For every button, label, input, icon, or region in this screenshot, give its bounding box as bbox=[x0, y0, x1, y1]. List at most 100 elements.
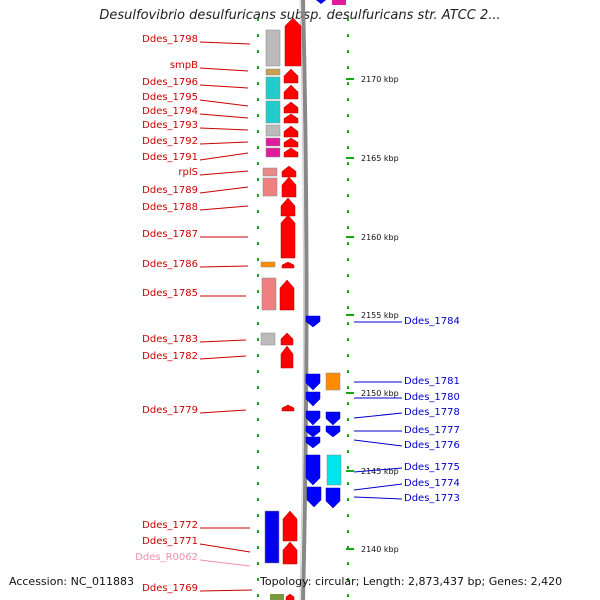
forward-cds-arrow bbox=[280, 197, 296, 217]
feature-box bbox=[265, 68, 281, 76]
genome-backbone bbox=[301, 0, 309, 600]
forward-gene-label: Ddes_1795 bbox=[142, 92, 198, 103]
reverse-gene-label: Ddes_1781 bbox=[404, 376, 460, 387]
label-leader-line bbox=[199, 127, 249, 131]
reverse-cds-arrow bbox=[305, 425, 321, 438]
forward-gene-label: Ddes_1779 bbox=[142, 405, 198, 416]
reverse-gene-label: Ddes_1777 bbox=[404, 425, 460, 436]
feature-box bbox=[260, 332, 276, 346]
label-leader-line bbox=[199, 355, 247, 360]
forward-cds-arrow bbox=[283, 84, 299, 100]
forward-cds-arrow bbox=[280, 214, 296, 259]
scale-label: 2170 kbp bbox=[361, 75, 399, 84]
forward-cds-arrow bbox=[281, 261, 295, 269]
forward-cds-arrow bbox=[284, 17, 302, 67]
forward-gene-label: Ddes_1793 bbox=[142, 120, 198, 131]
forward-cds-arrow bbox=[281, 176, 297, 198]
label-leader-line bbox=[199, 186, 249, 194]
forward-gene-label: Ddes_1786 bbox=[142, 259, 198, 270]
reverse-gene-label: Ddes_1778 bbox=[404, 407, 460, 418]
accession-text: Accession: NC_011883 bbox=[9, 575, 135, 588]
feature-box bbox=[265, 76, 281, 100]
forward-cds-arrow bbox=[280, 345, 294, 369]
scale-label: 2145 kbp bbox=[361, 467, 399, 476]
feature-box bbox=[265, 147, 281, 158]
forward-cds-arrow bbox=[283, 137, 299, 148]
forward-cds-arrow bbox=[283, 101, 299, 114]
label-leader-line bbox=[199, 67, 249, 72]
forward-gene-label: Ddes_1783 bbox=[142, 334, 198, 345]
forward-gene-label: Ddes_1792 bbox=[142, 136, 198, 147]
reverse-cds-arrow bbox=[305, 436, 321, 449]
label-leader-line bbox=[353, 467, 403, 473]
label-leader-line bbox=[199, 113, 249, 119]
feature-box bbox=[325, 372, 341, 391]
forward-gene-label: Ddes_1788 bbox=[142, 202, 198, 213]
reverse-gene-label: Ddes_1773 bbox=[404, 493, 460, 504]
reverse-cds-arrow bbox=[325, 425, 341, 438]
label-leader-line bbox=[353, 439, 403, 447]
label-leader-line bbox=[353, 412, 403, 419]
forward-gene-label: Ddes_1782 bbox=[142, 351, 198, 362]
forward-cds-arrow bbox=[283, 125, 299, 138]
reverse-cds-arrow bbox=[306, 486, 322, 508]
forward-gene-label: Ddes_1794 bbox=[142, 106, 198, 117]
forward-gene-label: Ddes_1769 bbox=[142, 583, 198, 594]
reverse-cds-arrow bbox=[305, 454, 321, 486]
feature-box bbox=[270, 594, 284, 600]
scale-label: 2150 kbp bbox=[361, 389, 399, 398]
forward-gene-label: Ddes_1791 bbox=[142, 152, 198, 163]
forward-cds-arrow bbox=[283, 147, 299, 158]
forward-cds-arrow bbox=[281, 404, 295, 412]
label-leader-line bbox=[199, 339, 247, 343]
reverse-cds-arrow bbox=[316, 0, 326, 4]
forward-cds-arrow bbox=[283, 68, 299, 84]
reverse-gene-label: Ddes_1780 bbox=[404, 392, 460, 403]
forward-gene-label: Ddes_1796 bbox=[142, 77, 198, 88]
label-leader-line bbox=[199, 84, 249, 89]
forward-cds-arrow bbox=[280, 332, 294, 346]
label-leader-line bbox=[353, 496, 403, 500]
label-leader-line bbox=[353, 483, 403, 491]
forward-cds-arrow bbox=[283, 113, 299, 124]
forward-cds-arrow bbox=[282, 541, 298, 565]
feature-box bbox=[262, 177, 278, 197]
reverse-cds-arrow bbox=[305, 315, 321, 328]
feature-box bbox=[265, 124, 281, 137]
scale-label: 2155 kbp bbox=[361, 311, 399, 320]
forward-gene-label: smpB bbox=[170, 60, 198, 71]
forward-gene-label: Ddes_1772 bbox=[142, 520, 198, 531]
reverse-cds-arrow bbox=[305, 373, 321, 391]
label-leader-line bbox=[199, 152, 249, 161]
feature-box bbox=[262, 167, 278, 177]
feature-box bbox=[326, 454, 342, 486]
label-leader-line bbox=[199, 559, 251, 567]
feature-box bbox=[265, 29, 281, 67]
forward-gene-label: Ddes_1798 bbox=[142, 34, 198, 45]
feature-box bbox=[332, 0, 346, 5]
scale-label: 2140 kbp bbox=[361, 545, 399, 554]
label-leader-line bbox=[199, 205, 249, 211]
forward-gene-label: Ddes_1771 bbox=[142, 536, 198, 547]
reverse-cds-arrow bbox=[325, 411, 341, 426]
label-leader-line bbox=[199, 99, 249, 107]
feature-box bbox=[265, 100, 281, 124]
forward-cds-arrow bbox=[281, 165, 297, 178]
label-leader-line bbox=[199, 589, 253, 592]
label-leader-line bbox=[199, 409, 247, 414]
label-leader-line bbox=[199, 543, 251, 553]
feature-box bbox=[264, 510, 280, 564]
reverse-gene-label: Ddes_1776 bbox=[404, 440, 460, 451]
feature-box bbox=[265, 137, 281, 147]
scale-label: 2160 kbp bbox=[361, 233, 399, 242]
forward-cds-arrow bbox=[279, 279, 295, 311]
forward-gene-label: Ddes_1785 bbox=[142, 288, 198, 299]
label-leader-line bbox=[199, 170, 249, 176]
forward-gene-label: rplS bbox=[178, 167, 198, 178]
reverse-cds-arrow bbox=[305, 391, 321, 407]
topology-text: Topology: circular; Length: 2,873,437 bp… bbox=[260, 575, 563, 588]
label-leader-line bbox=[199, 141, 249, 145]
forward-gene-label: Ddes_1789 bbox=[142, 185, 198, 196]
genome-backbone-shade bbox=[299, 0, 304, 600]
